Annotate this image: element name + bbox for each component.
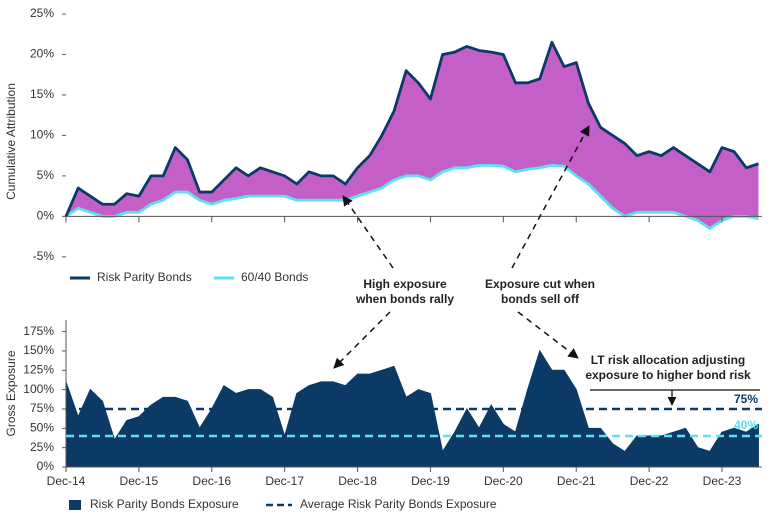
x-tick-label: Dec-22 — [630, 474, 669, 488]
legend-label: Risk Parity Bonds Exposure — [90, 497, 239, 511]
y-tick-label: 75% — [30, 401, 54, 415]
y-tick-label: 0% — [37, 209, 55, 223]
legend-label: Average Risk Parity Bonds Exposure — [300, 497, 497, 511]
x-tick-label: Dec-23 — [703, 474, 742, 488]
x-tick-label: Dec-21 — [557, 474, 596, 488]
y-tick-label: 10% — [30, 128, 54, 142]
y-tick-label: 0% — [37, 459, 55, 473]
annotation: High exposure — [363, 277, 447, 291]
lt-arrow — [590, 389, 760, 406]
x-tick-label: Dec-19 — [411, 474, 450, 488]
annotation: bonds sell off — [501, 292, 580, 306]
reference-label: 75% — [734, 392, 758, 406]
series-line — [64, 40, 759, 217]
annotation: when bonds rally — [355, 292, 454, 306]
x-tick-label: Dec-20 — [484, 474, 523, 488]
annotation-arrows — [333, 125, 590, 369]
y-tick-label: 100% — [23, 382, 54, 396]
y-tick-label: 25% — [30, 6, 54, 20]
y-tick-label: 175% — [23, 324, 54, 338]
y-tick-label: -5% — [33, 249, 55, 263]
legend-label: 60/40 Bonds — [241, 270, 308, 284]
spread-fill — [66, 42, 759, 229]
y-tick-label: 25% — [30, 440, 54, 454]
annotation: Exposure cut when — [485, 277, 595, 291]
y-tick-label: 50% — [30, 420, 54, 434]
reference-label: 40% — [734, 418, 758, 432]
y-tick-label: 20% — [30, 47, 54, 61]
x-tick-label: Dec-17 — [265, 474, 304, 488]
annotation: LT risk allocation adjusting — [591, 353, 745, 367]
y-tick-label: 15% — [30, 87, 54, 101]
exposure-area — [65, 349, 759, 468]
x-tick-label: Dec-16 — [192, 474, 231, 488]
y-axis-label: Gross Exposure — [4, 350, 18, 436]
x-tick-label: Dec-14 — [47, 474, 86, 488]
y-axis-label: Cumulative Attribution — [4, 83, 18, 200]
y-tick-label: 125% — [23, 362, 54, 376]
legend-label: Risk Parity Bonds — [97, 270, 192, 284]
x-tick-label: Dec-18 — [338, 474, 377, 488]
y-tick-label: 150% — [23, 343, 54, 357]
series-line — [65, 163, 759, 230]
y-tick-label: 5% — [37, 168, 55, 182]
x-tick-label: Dec-15 — [120, 474, 159, 488]
annotation: exposure to higher bond risk — [585, 368, 751, 382]
legend-swatch — [69, 500, 81, 510]
